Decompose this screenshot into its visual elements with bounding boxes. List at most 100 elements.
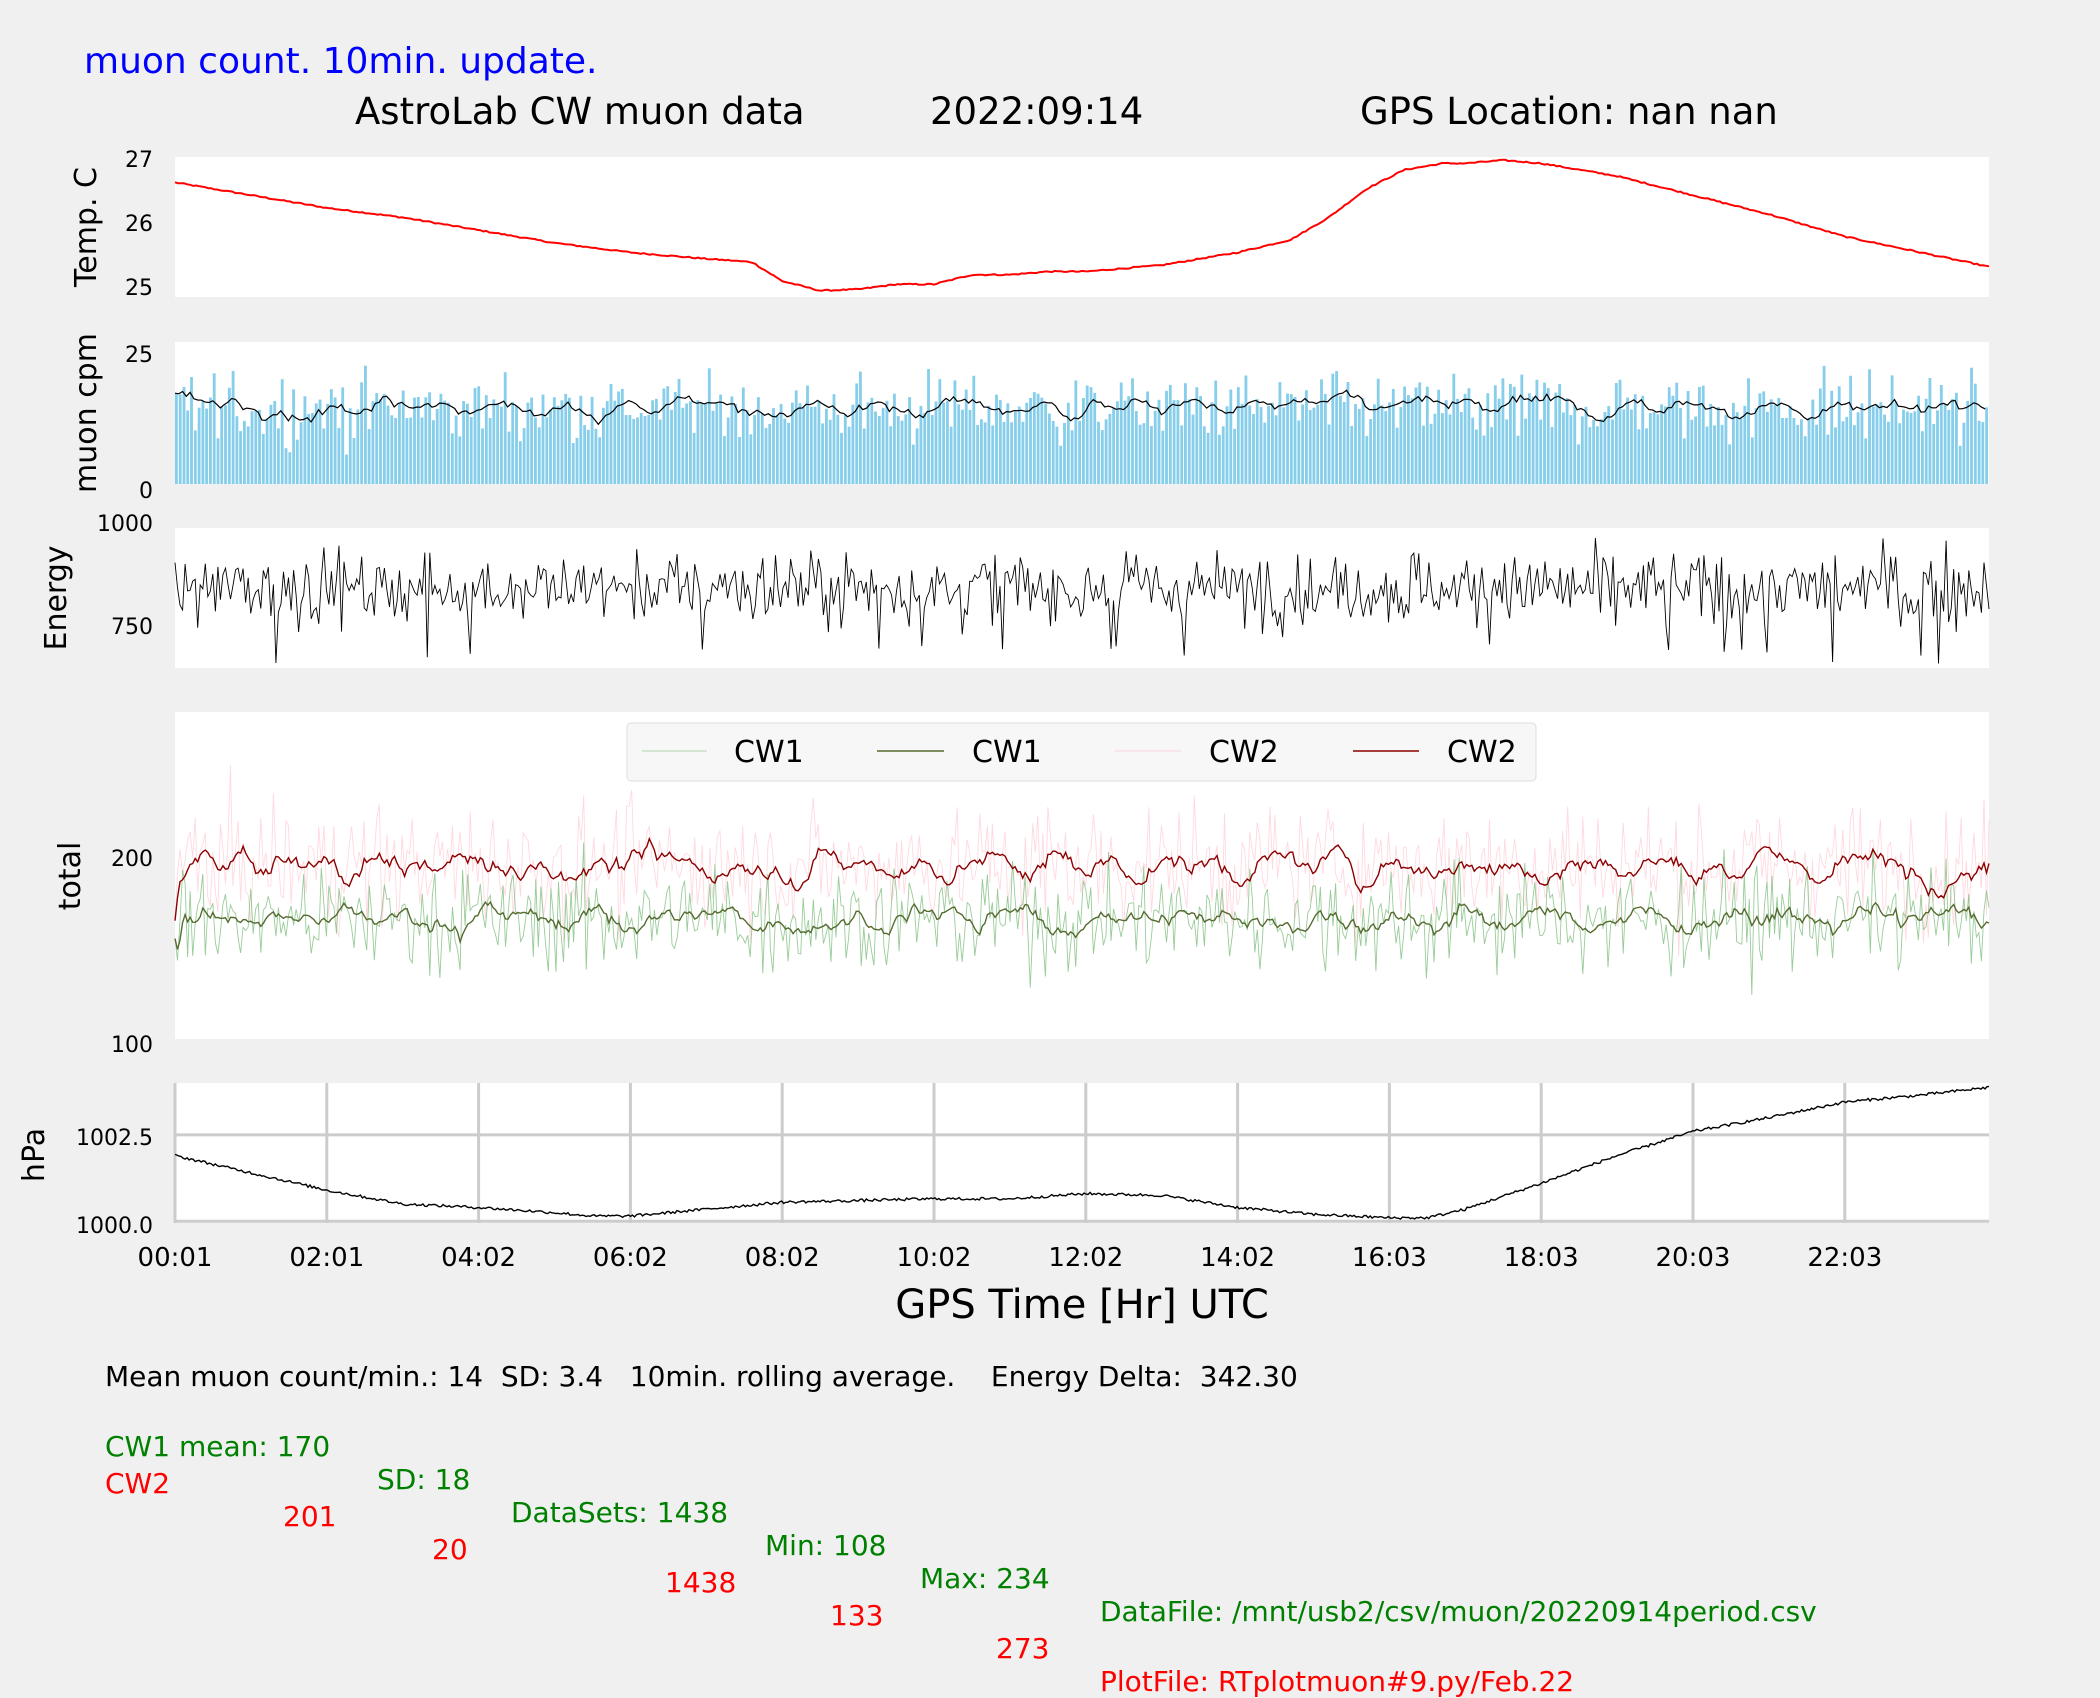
muon-bar — [345, 454, 348, 484]
muon-bar — [1010, 422, 1014, 484]
muon-bar — [1652, 412, 1656, 484]
cw1-avg-line — [174, 900, 1990, 950]
muon-bar — [1784, 417, 1788, 484]
muon-bar — [692, 432, 696, 484]
muon-bar — [405, 418, 409, 484]
muon-bar — [1036, 393, 1040, 484]
muon-bar — [1180, 425, 1184, 484]
muon-bar — [987, 405, 991, 484]
muon-bar — [1796, 424, 1800, 484]
muon-bar — [1350, 426, 1354, 484]
legend: CW1 CW1 CW2 CW2 — [626, 722, 1537, 782]
muon-bar — [1958, 445, 1962, 484]
muon-bar — [261, 433, 265, 484]
muon-bar — [1543, 382, 1546, 484]
muon-bar — [367, 429, 371, 484]
muon-bar — [458, 436, 462, 484]
muon-bar — [299, 422, 303, 484]
muon-bar — [1150, 426, 1153, 484]
muon-bar — [1078, 420, 1082, 484]
muon-bar — [961, 409, 964, 484]
muon-bar — [1973, 383, 1977, 484]
muon-bar — [209, 397, 212, 484]
muon-bar — [1894, 401, 1898, 484]
muon-bar — [1157, 399, 1161, 484]
muon-bar — [1501, 378, 1505, 484]
muon-bar — [1433, 413, 1437, 484]
muon-bar — [1845, 416, 1849, 484]
muon-bar — [1837, 386, 1841, 484]
muon-bar — [1361, 398, 1365, 484]
muon-bar — [1830, 390, 1834, 484]
muon-bar — [983, 422, 987, 484]
muon-bar — [1834, 427, 1837, 484]
muon-bar — [1769, 399, 1773, 484]
muon-bar — [1841, 421, 1845, 484]
muon-bar — [1497, 398, 1501, 484]
muon-bar — [1716, 407, 1720, 484]
muon-ytick-0: 0 — [139, 479, 153, 504]
muon-bar — [870, 397, 874, 484]
muon-bar — [1278, 382, 1282, 484]
muon-bar — [432, 420, 435, 484]
muon-bar — [738, 437, 741, 484]
muon-bar — [1490, 427, 1494, 484]
muon-bar — [326, 403, 330, 484]
muon-bar — [205, 408, 209, 484]
muon-bar — [1252, 414, 1255, 484]
muon-bar — [1172, 400, 1176, 484]
muon-bar — [904, 414, 908, 484]
muon-bar — [749, 434, 753, 484]
muon-bar — [787, 422, 791, 484]
energy-ylabel: Energy — [39, 545, 74, 650]
muon-bar — [1630, 409, 1633, 484]
muon-bar — [1312, 407, 1316, 484]
muon-bar — [919, 405, 923, 484]
x-tick-label: 18:03 — [1504, 1243, 1579, 1273]
muon-bar — [182, 387, 186, 484]
legend-label-cw1-avg: CW1 — [972, 735, 1042, 770]
muon-bar — [492, 399, 496, 484]
muon-bar — [216, 438, 220, 484]
muon-bar — [1656, 414, 1660, 484]
muon-bar — [1679, 407, 1682, 484]
muon-bar — [439, 393, 443, 484]
muon-bar — [1066, 402, 1070, 484]
cw1-sd: SD: 18 — [377, 1463, 471, 1496]
energy-line — [174, 537, 1990, 664]
muon-bar — [874, 411, 877, 484]
muon-plot — [174, 365, 1989, 484]
muon-bar — [1346, 382, 1350, 484]
muon-bar — [552, 397, 556, 484]
muon-bar — [1955, 392, 1958, 484]
muon-bar — [1414, 387, 1418, 484]
muon-bar — [284, 448, 288, 484]
muon-bar — [1240, 403, 1244, 484]
muon-bar — [1550, 426, 1554, 484]
muon-bar — [1622, 409, 1626, 484]
muon-bar — [288, 452, 292, 484]
x-axis-ticks: 00:01 02:01 04:02 06:02 08:02 10:02 12:02 14:02… — [138, 1243, 1883, 1273]
muon-bar — [1531, 397, 1535, 484]
muon-bar — [246, 426, 250, 484]
muon-bar — [1527, 393, 1531, 484]
muon-bar — [968, 409, 972, 484]
muon-bar — [1271, 402, 1274, 484]
muon-bar — [753, 415, 757, 484]
muon-bar — [877, 416, 881, 484]
muon-bar — [949, 426, 953, 484]
muon-bar — [832, 394, 836, 484]
muon-bar — [1512, 386, 1516, 484]
muon-bar — [1879, 402, 1883, 484]
muon-bar — [1206, 432, 1210, 484]
muon-bar — [1637, 429, 1641, 484]
muon-bar — [972, 375, 976, 484]
muon-bar — [481, 428, 484, 484]
muon-bar — [620, 388, 624, 484]
muon-bar — [1618, 379, 1622, 484]
muon-bar — [560, 400, 564, 484]
muon-bar — [1614, 383, 1618, 484]
muon-bar — [503, 372, 507, 484]
muon-bar — [1584, 406, 1588, 484]
muon-bar — [594, 428, 598, 484]
